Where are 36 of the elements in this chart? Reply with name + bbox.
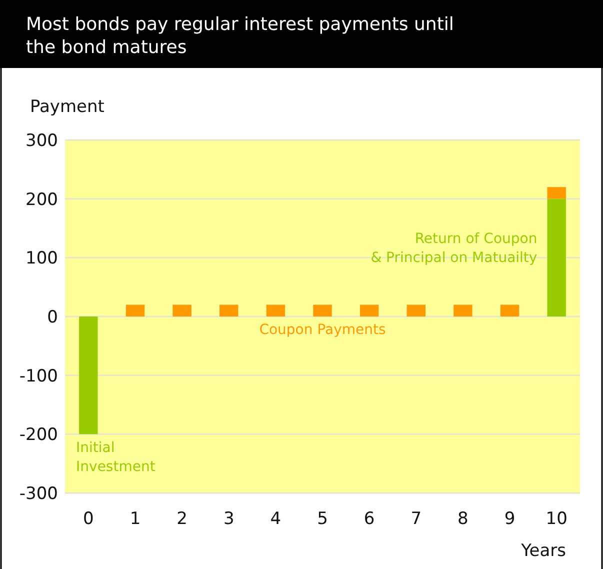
x-tick-label: 3 — [223, 509, 234, 529]
x-tick-label: 9 — [504, 509, 516, 529]
x-tick-label: 7 — [410, 509, 422, 529]
bar — [406, 304, 426, 316]
bar — [220, 304, 238, 316]
y-axis-title: Payment — [30, 97, 105, 117]
y-tick-label: 200 — [26, 190, 58, 210]
x-tick-label: 6 — [364, 509, 375, 529]
x-tick-label: 1 — [130, 509, 141, 529]
bar — [266, 304, 286, 316]
x-tick-label: 10 — [546, 509, 568, 529]
bar — [547, 198, 566, 316]
bar — [454, 304, 472, 316]
x-tick-label: 4 — [270, 509, 282, 529]
x-axis-title: Years — [520, 541, 566, 561]
bar — [172, 304, 192, 316]
y-tick-label: 100 — [26, 248, 58, 269]
bar — [547, 187, 566, 199]
bar — [126, 304, 145, 316]
annotation: Coupon Payments — [259, 322, 386, 338]
annotation: Return of Coupon & Principal on Matuailty — [370, 230, 538, 266]
bar — [313, 304, 332, 316]
x-tick-label: 0 — [82, 509, 94, 529]
x-tick-label: 5 — [317, 509, 328, 529]
y-tick-label: 0 — [47, 307, 58, 328]
bar — [500, 304, 520, 316]
y-tick-label: 300 — [26, 130, 58, 151]
x-tick-label: 2 — [176, 509, 188, 529]
annotation: Initial Investment — [76, 440, 156, 475]
bar — [79, 316, 98, 434]
y-tick-label: -200 — [19, 425, 58, 446]
bar — [360, 304, 379, 316]
y-tick-label: -300 — [19, 484, 58, 504]
x-tick-label: 8 — [458, 509, 468, 529]
y-tick-label: -100 — [19, 366, 58, 386]
chart-title: Most bonds pay regular interest payments until the bond matures — [26, 14, 454, 58]
